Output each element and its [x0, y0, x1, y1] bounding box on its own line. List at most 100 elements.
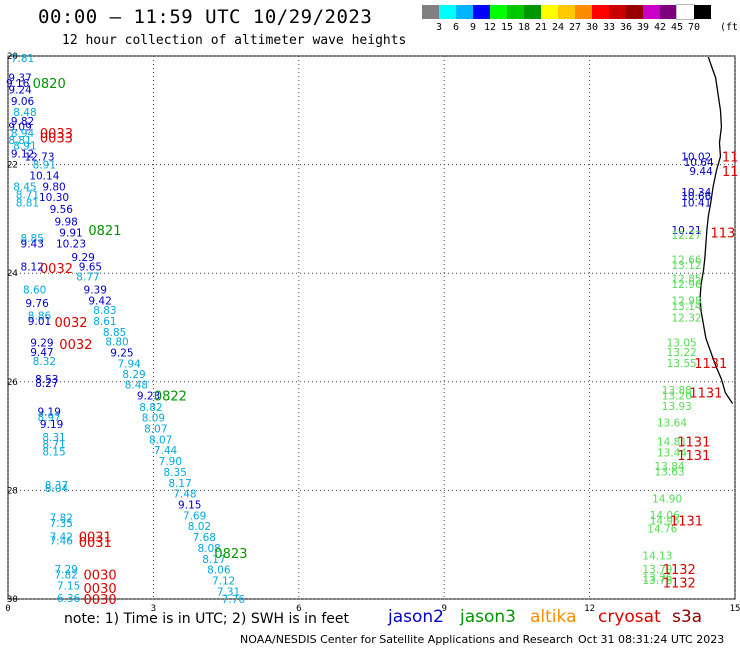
- pass-time-label: 0031: [79, 531, 112, 546]
- pass-time-label: 0030: [84, 569, 117, 584]
- wave-height-value: 9.43: [21, 238, 44, 250]
- wave-height-value: 8.31: [42, 432, 65, 444]
- legend-swatch: [643, 5, 660, 19]
- wave-height-value: 7.82: [54, 570, 77, 582]
- pass-time-label: 0032: [59, 338, 92, 353]
- y-tick-label: 24: [7, 269, 18, 279]
- y-tick-label: 20: [7, 52, 18, 62]
- wave-height-value: 13.88: [662, 385, 692, 397]
- wave-height-value: 8.29: [122, 369, 145, 381]
- wave-height-value: 12.32: [672, 313, 702, 325]
- wave-height-value: 13.20: [662, 390, 692, 402]
- credit-text: NOAA/NESDIS Center for Satellite Applica…: [240, 633, 574, 646]
- pass-time-label: 1131: [670, 514, 703, 529]
- wave-height-value: 14.76: [647, 523, 677, 535]
- wave-height-value: 10.41: [681, 198, 711, 210]
- pass-time-label: 0030: [84, 582, 117, 597]
- footnote: note: 1) Time is in UTC; 2) SWH is in fe…: [64, 611, 350, 627]
- legend-label: 42: [653, 22, 667, 33]
- wave-height-value: 7.12: [212, 576, 235, 588]
- wave-height-value: 8.37: [45, 480, 68, 492]
- x-tick-label: 15: [730, 604, 740, 614]
- wave-height-value: 8.04: [45, 483, 69, 495]
- wave-height-value: 12.73: [24, 151, 54, 163]
- pass-time-label: 0032: [54, 316, 87, 331]
- legend-swatch: [439, 5, 456, 19]
- wave-height-value: 9.25: [110, 347, 133, 359]
- x-tick-label: 6: [296, 604, 301, 614]
- wave-height-value: 7.90: [159, 456, 182, 468]
- pass-time-label: 11: [722, 150, 739, 165]
- wave-height-value: 13.55: [667, 358, 697, 370]
- wave-height-value: 10.02: [681, 151, 711, 163]
- wave-height-value: 13.93: [662, 401, 692, 413]
- pass-time-label: 1131: [689, 387, 722, 402]
- legend-swatch: [507, 5, 524, 19]
- x-tick-label: 0: [5, 604, 10, 614]
- wave-height-value: 9.98: [54, 217, 77, 229]
- wave-height-value: 14.90: [652, 494, 682, 506]
- x-tick-label: 12: [584, 604, 595, 614]
- legend-label: 15: [500, 22, 514, 33]
- wave-height-value: 8.61: [93, 316, 116, 328]
- wave-height-value: 8.12: [21, 262, 44, 274]
- wave-height-value: 8.08: [197, 543, 220, 555]
- legend-swatch: [609, 5, 626, 19]
- wave-height-value: 7.29: [54, 564, 77, 576]
- wave-height-value: 14.13: [642, 551, 672, 563]
- wave-height-value: 8.77: [76, 271, 99, 283]
- legend-label: 9: [469, 22, 477, 33]
- wave-height-value: 12.85: [672, 274, 702, 286]
- wave-height-value: 7.69: [183, 510, 206, 522]
- wave-height-value: 9.23: [137, 390, 160, 402]
- wave-height-value: 9.91: [59, 227, 82, 239]
- wave-height-value: 10.34: [681, 187, 711, 199]
- legend-jason3: jason3: [460, 607, 516, 627]
- legend-swatch: [541, 5, 558, 19]
- wave-height-value: 9.76: [25, 298, 49, 310]
- wave-height-value: 8.83: [93, 305, 116, 317]
- wave-height-value: 8.48: [13, 107, 36, 119]
- wave-height-value: 13.76: [642, 572, 672, 584]
- wave-height-value: 13.64: [657, 418, 687, 430]
- wave-height-value: 10.64: [684, 157, 714, 169]
- wave-height-value: 13.14: [672, 301, 702, 313]
- wave-height-value: 13.63: [655, 466, 685, 478]
- pass-time-label: 0032: [40, 262, 73, 277]
- wave-height-value: 8.53: [35, 374, 58, 386]
- wave-height-value: 7.82: [50, 513, 73, 525]
- legend-swatch: [422, 5, 439, 19]
- pass-time-label: 0031: [79, 536, 112, 551]
- wave-height-value: 8.82: [139, 402, 162, 414]
- legend-unit: (ft): [720, 22, 740, 33]
- wave-height-value: 8.27: [35, 378, 58, 390]
- pass-time-label: 11: [722, 165, 739, 180]
- wave-height-value: 12.66: [672, 255, 702, 267]
- y-tick-label: 30: [7, 595, 18, 605]
- wave-height-value: 13.22: [667, 347, 697, 359]
- pass-time-label: 0033: [40, 127, 73, 142]
- legend-label: 30: [585, 22, 599, 33]
- wave-height-value: 8.91: [33, 160, 56, 172]
- timestamp-text: Oct 31 08:31:24 UTC 2023: [578, 633, 725, 646]
- wave-height-value: 9.42: [88, 295, 111, 307]
- wave-height-value: 9.12: [11, 149, 34, 161]
- pass-time-label: 0820: [33, 77, 66, 92]
- legend-swatch: [676, 4, 695, 20]
- wave-height-value: 13.79: [642, 564, 672, 576]
- wave-height-value: 8.17: [168, 478, 191, 490]
- pass-time-label: 0823: [214, 547, 247, 562]
- wave-height-value: 9.56: [50, 204, 74, 216]
- plot-frame: [7, 55, 736, 600]
- wave-height-value: 9.47: [30, 347, 53, 359]
- wave-height-value: 9.06: [11, 96, 35, 108]
- wave-height-value: 9.29: [30, 338, 53, 350]
- wave-height-value: 13.05: [667, 338, 697, 350]
- pass-time-label: 1131: [677, 449, 710, 464]
- wave-height-value: 13.84: [655, 461, 685, 473]
- x-tick-label: 3: [151, 604, 156, 614]
- legend-swatch: [660, 5, 677, 19]
- wave-height-value: 8.71: [16, 189, 39, 201]
- wave-height-value: 8.45: [13, 181, 36, 193]
- legend-label: 36: [619, 22, 633, 33]
